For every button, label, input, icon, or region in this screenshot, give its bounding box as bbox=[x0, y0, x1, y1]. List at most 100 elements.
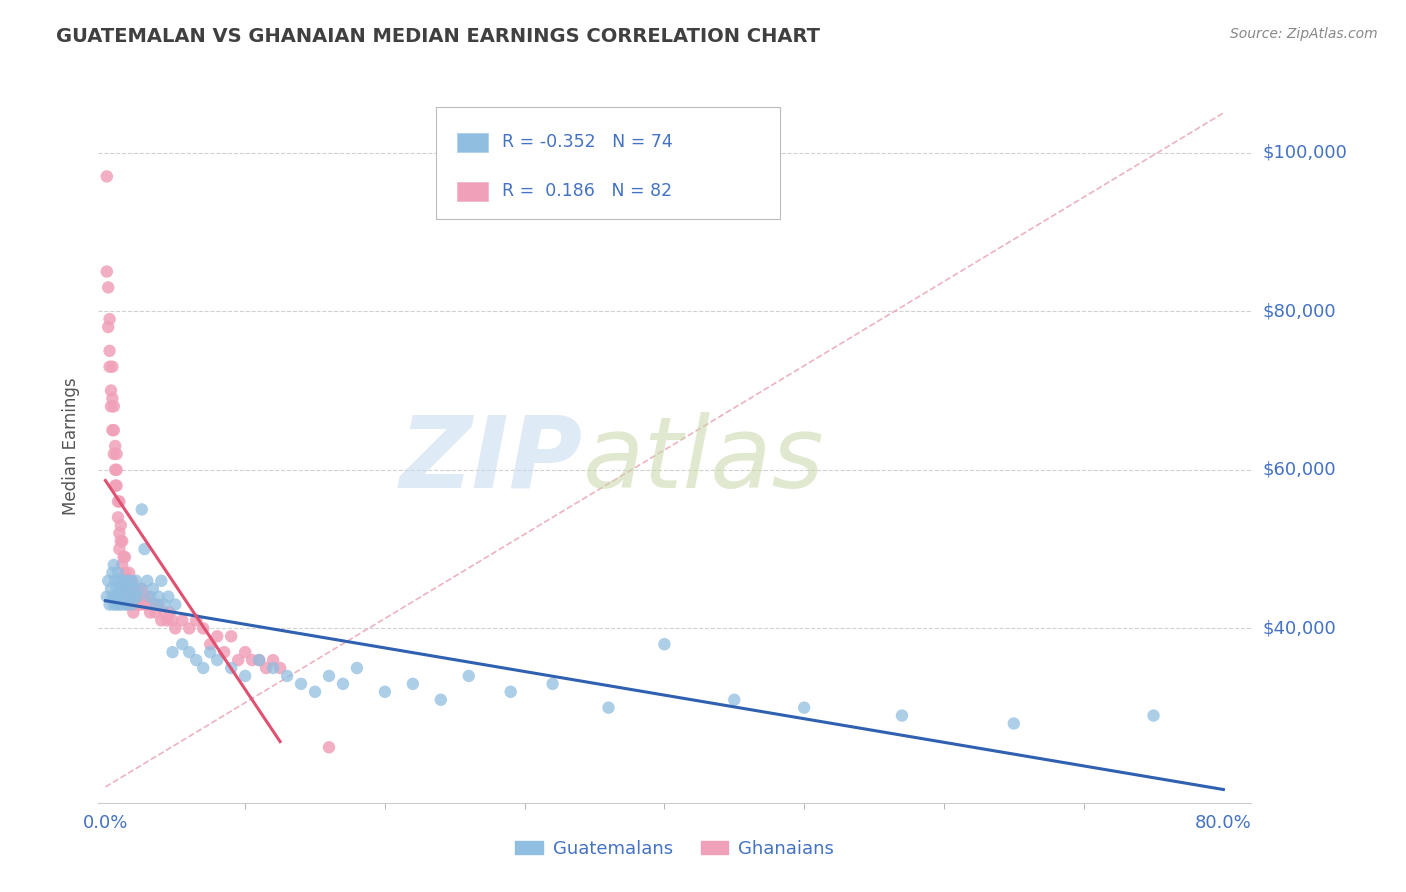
Point bbox=[179, 645, 201, 659]
Point bbox=[142, 598, 165, 612]
Point bbox=[1002, 716, 1025, 731]
Point bbox=[179, 621, 201, 635]
Point bbox=[148, 590, 170, 604]
Point bbox=[101, 359, 124, 374]
Point bbox=[96, 590, 118, 604]
Point bbox=[112, 574, 135, 588]
Point bbox=[101, 566, 124, 580]
Legend: Guatemalans, Ghanaians: Guatemalans, Ghanaians bbox=[508, 833, 842, 865]
Point bbox=[219, 629, 242, 643]
Point bbox=[598, 700, 620, 714]
Point bbox=[122, 582, 145, 596]
Point bbox=[200, 637, 222, 651]
Point bbox=[269, 661, 291, 675]
Text: R =  0.186   N = 82: R = 0.186 N = 82 bbox=[502, 182, 672, 200]
Point bbox=[107, 494, 129, 508]
Point bbox=[131, 582, 153, 596]
Point bbox=[654, 637, 676, 651]
Point bbox=[793, 700, 815, 714]
Point bbox=[226, 653, 249, 667]
Point bbox=[162, 614, 184, 628]
Point bbox=[110, 518, 132, 533]
Point bbox=[219, 661, 242, 675]
Point bbox=[139, 590, 162, 604]
Point bbox=[104, 574, 127, 588]
Point bbox=[186, 614, 208, 628]
Point bbox=[125, 582, 148, 596]
Point bbox=[96, 169, 118, 184]
Point bbox=[145, 598, 167, 612]
Point bbox=[193, 661, 215, 675]
Point bbox=[97, 574, 120, 588]
Point bbox=[118, 582, 141, 596]
Point bbox=[103, 400, 125, 414]
Point bbox=[120, 590, 142, 604]
Point bbox=[100, 400, 122, 414]
Point bbox=[134, 598, 156, 612]
Text: ZIP: ZIP bbox=[399, 412, 582, 508]
Point bbox=[98, 359, 121, 374]
Point bbox=[104, 439, 127, 453]
Point bbox=[108, 526, 131, 541]
Point bbox=[129, 582, 152, 596]
Point bbox=[115, 598, 138, 612]
Point bbox=[165, 621, 187, 635]
Point bbox=[134, 542, 156, 557]
Point bbox=[108, 494, 131, 508]
Point bbox=[162, 645, 184, 659]
Point bbox=[124, 590, 146, 604]
Point bbox=[122, 606, 145, 620]
Point bbox=[103, 598, 125, 612]
Point bbox=[145, 606, 167, 620]
Point bbox=[105, 598, 128, 612]
Point bbox=[114, 566, 136, 580]
Point bbox=[111, 574, 134, 588]
Point bbox=[125, 574, 148, 588]
Point bbox=[318, 669, 340, 683]
Point bbox=[122, 582, 145, 596]
Point bbox=[104, 478, 127, 492]
Point bbox=[104, 463, 127, 477]
Point bbox=[100, 582, 122, 596]
Point bbox=[110, 534, 132, 549]
Point bbox=[290, 677, 312, 691]
Point bbox=[105, 447, 128, 461]
Point bbox=[121, 598, 143, 612]
Point bbox=[276, 669, 298, 683]
Point bbox=[233, 645, 256, 659]
Point bbox=[157, 590, 180, 604]
Point bbox=[402, 677, 425, 691]
Point bbox=[112, 549, 135, 564]
Point bbox=[457, 669, 479, 683]
Point bbox=[105, 582, 128, 596]
Point bbox=[193, 621, 215, 635]
Point bbox=[103, 423, 125, 437]
Point bbox=[97, 320, 120, 334]
Point bbox=[891, 708, 914, 723]
Point bbox=[136, 590, 159, 604]
Y-axis label: Median Earnings: Median Earnings bbox=[62, 377, 80, 515]
Point bbox=[153, 598, 176, 612]
Text: R = -0.352   N = 74: R = -0.352 N = 74 bbox=[502, 133, 672, 151]
Point bbox=[541, 677, 564, 691]
Point bbox=[114, 549, 136, 564]
Point bbox=[205, 653, 228, 667]
Point bbox=[332, 677, 354, 691]
Point bbox=[318, 740, 340, 755]
Point bbox=[121, 598, 143, 612]
Point bbox=[108, 542, 131, 557]
Point bbox=[150, 614, 173, 628]
Point bbox=[115, 582, 138, 596]
Point bbox=[499, 685, 522, 699]
Point bbox=[104, 590, 127, 604]
Point bbox=[117, 582, 139, 596]
Point bbox=[304, 685, 326, 699]
Point bbox=[115, 574, 138, 588]
Point bbox=[112, 582, 135, 596]
Point bbox=[165, 598, 187, 612]
Point bbox=[148, 598, 170, 612]
Point bbox=[247, 653, 270, 667]
Point bbox=[107, 566, 129, 580]
Point bbox=[127, 598, 149, 612]
Text: atlas: atlas bbox=[582, 412, 824, 508]
